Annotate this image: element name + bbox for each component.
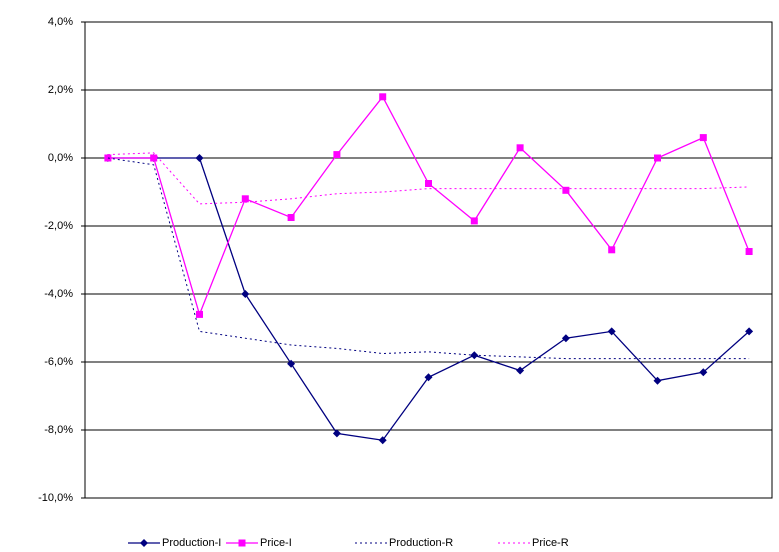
marker: [195, 154, 204, 162]
y-tick-label: -4,0%: [44, 288, 73, 300]
y-tick-label: -10,0%: [38, 492, 73, 504]
legend-marker: [238, 539, 246, 547]
marker: [287, 359, 296, 368]
marker: [607, 327, 616, 336]
marker: [150, 154, 158, 162]
y-tick-label: -2,0%: [44, 220, 73, 232]
legend-marker: [140, 539, 148, 547]
y-tick-label: 0,0%: [48, 152, 73, 164]
marker: [699, 368, 708, 377]
marker: [699, 134, 707, 142]
y-tick-label: -6,0%: [44, 356, 73, 368]
marker: [561, 334, 570, 343]
y-tick-label: -8,0%: [44, 424, 73, 436]
marker: [241, 195, 249, 203]
marker: [516, 144, 524, 152]
y-tick-label: 2,0%: [48, 84, 73, 96]
marker: [241, 290, 250, 298]
plot-border: [84, 21, 773, 499]
marker: [745, 248, 753, 255]
marker: [379, 93, 387, 101]
marker: [654, 154, 661, 162]
legend-label: Production-R: [389, 537, 453, 549]
marker: [196, 310, 203, 318]
marker: [378, 436, 387, 445]
y-tick-label: 4,0%: [48, 16, 73, 28]
marker: [424, 373, 433, 382]
marker: [745, 327, 754, 336]
series-line: [107, 95, 750, 317]
legend-label: Price-R: [532, 537, 569, 549]
marker: [653, 376, 662, 385]
series-line: [107, 157, 750, 441]
marker: [562, 186, 570, 194]
legend-label: Production-I: [162, 537, 221, 549]
marker: [287, 214, 295, 221]
legend-label: Price-I: [260, 537, 292, 549]
marker: [608, 246, 616, 254]
series-line: [107, 157, 750, 360]
marker: [332, 429, 341, 438]
series-line: [107, 152, 750, 205]
marker: [470, 217, 478, 225]
marker: [333, 151, 341, 159]
marker: [516, 366, 525, 375]
marker: [425, 180, 432, 187]
